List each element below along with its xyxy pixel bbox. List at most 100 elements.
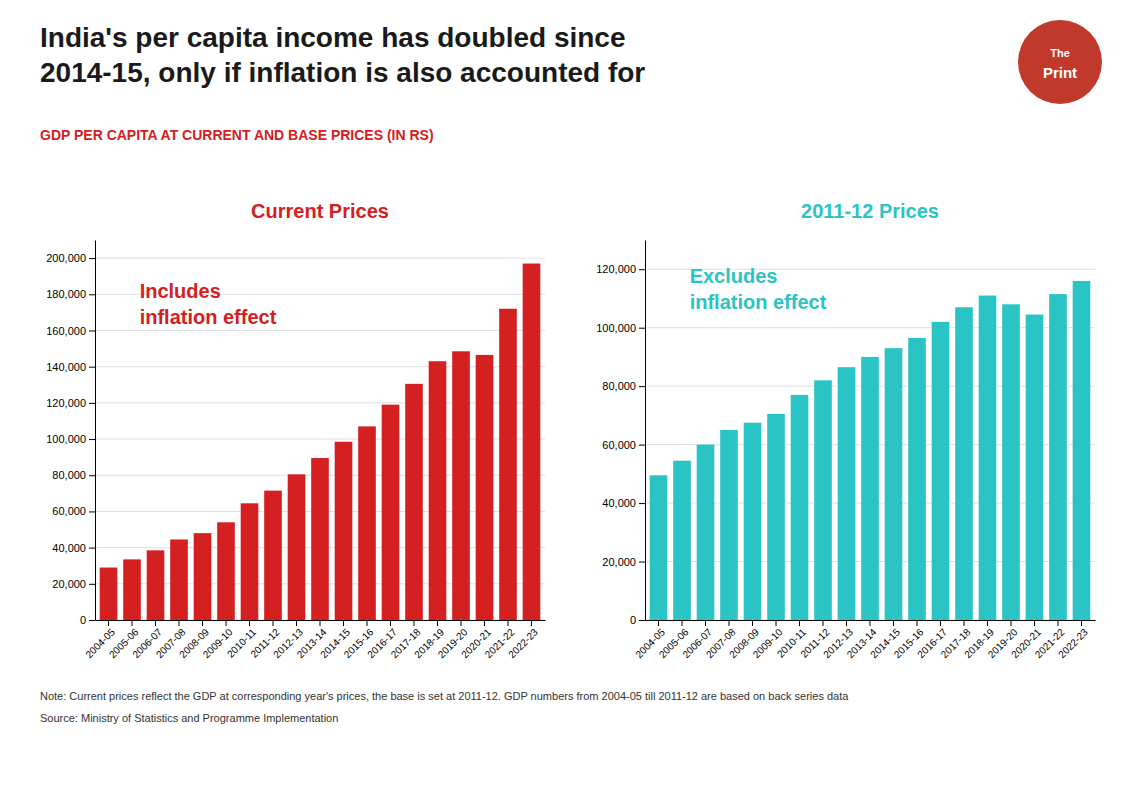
bar [1073,281,1091,620]
y-tick: 0 [630,614,645,626]
y-axis-line [645,241,646,621]
x-tick-mark [484,620,485,626]
grid [645,269,1095,620]
bar [979,296,997,620]
bar [908,338,926,620]
y-tick: 180,000 [46,288,95,300]
x-tick: 2022-23 [506,620,540,660]
bar [476,355,494,620]
x-tick-mark [893,620,894,626]
y-tick: 60,000 [602,439,645,451]
x-axis: 2004-052005-062006-072007-082008-092009-… [633,620,1095,660]
y-tick-label: 140,000 [46,361,86,373]
y-tick-label: 20,000 [602,556,636,568]
y-tick-mark [89,620,95,621]
bar [335,442,353,620]
y-tick-mark [89,439,95,440]
bar [650,475,668,620]
y-tick-mark [89,367,95,368]
y-tick: 60,000 [52,505,95,517]
y-tick-mark [89,511,95,512]
logo-text: Print [1043,64,1077,81]
bar [288,474,306,620]
y-tick-label: 0 [630,614,636,626]
annotation: Excludesinflation effect [690,265,827,313]
bar [100,568,118,620]
bar [861,357,879,620]
bar [241,503,259,620]
y-tick-mark [639,503,645,504]
x-tick-mark [1010,620,1011,626]
logo: ThePrint [1018,20,1102,104]
y-tick-mark [89,330,95,331]
grid-line [95,258,545,259]
y-tick-mark [89,403,95,404]
y-tick-label: 20,000 [52,578,86,590]
y-tick: 20,000 [602,556,645,568]
x-tick-mark [390,620,391,626]
y-tick: 40,000 [602,497,645,509]
bar [358,426,376,620]
grid-line [95,330,545,331]
y-tick: 40,000 [52,542,95,554]
x-tick-mark [226,620,227,626]
y-axis: 020,00040,00060,00080,000100,000120,000 [596,241,645,627]
subtitle: GDP PER CAPITA AT CURRENT AND BASE PRICE… [40,127,434,143]
bar [194,533,212,620]
y-tick: 80,000 [52,469,95,481]
y-tick-mark [639,445,645,446]
bar [217,522,235,620]
annotation-line: inflation effect [140,306,277,328]
bar [767,414,785,620]
bar [429,361,447,620]
x-tick-mark [1057,620,1058,626]
y-tick-mark [89,475,95,476]
y-tick: 0 [80,614,95,626]
y-tick-label: 40,000 [52,542,86,554]
y-tick: 160,000 [46,324,95,336]
annotation-line: Includes [140,280,221,302]
note: Note: Current prices reflect the GDP at … [40,690,849,702]
y-tick-label: 120,000 [46,397,86,409]
x-tick-mark [413,620,414,626]
bar [932,322,950,620]
y-tick-label: 60,000 [602,439,636,451]
x-tick-mark [799,620,800,626]
y-tick: 120,000 [596,263,645,275]
title-line: India's per capita income has doubled si… [40,22,625,53]
bar [814,380,832,620]
x-tick: 2022-23 [1056,620,1090,660]
y-tick-label: 0 [80,614,86,626]
y-tick: 100,000 [46,433,95,445]
y-tick-label: 80,000 [52,469,86,481]
x-tick-mark [273,620,274,626]
y-tick-label: 180,000 [46,288,86,300]
x-tick-mark [132,620,133,626]
x-tick-mark [940,620,941,626]
y-tick-label: 120,000 [596,263,636,275]
figure: India's per capita income has doubled si… [0,0,1126,800]
x-tick-mark [108,620,109,626]
y-tick-label: 80,000 [602,380,636,392]
bar [264,491,282,620]
y-tick: 200,000 [46,252,95,264]
bar [838,367,856,620]
x-tick-mark [320,620,321,626]
chart-panel: Current Prices 0 20,000 40,000 60,000 80,000 1… [46,200,545,660]
x-tick-mark [870,620,871,626]
chart-title: Current Prices [251,200,389,222]
y-tick: 20,000 [52,578,95,590]
chart-title: 2011-12 Prices [801,200,939,222]
bar [885,348,903,620]
x-tick-mark [916,620,917,626]
bar [673,461,691,620]
logo-circle [1018,20,1102,104]
y-tick-mark [639,386,645,387]
bar [1049,294,1067,620]
x-tick-label: 2022-23 [506,626,540,660]
y-tick-mark [639,620,645,621]
annotation-line: Excludes [690,265,778,287]
y-axis: 0 20,000 40,000 60,000 80,000 100,000 120,000 1… [46,241,95,627]
bar [382,405,400,620]
x-tick-mark [987,620,988,626]
